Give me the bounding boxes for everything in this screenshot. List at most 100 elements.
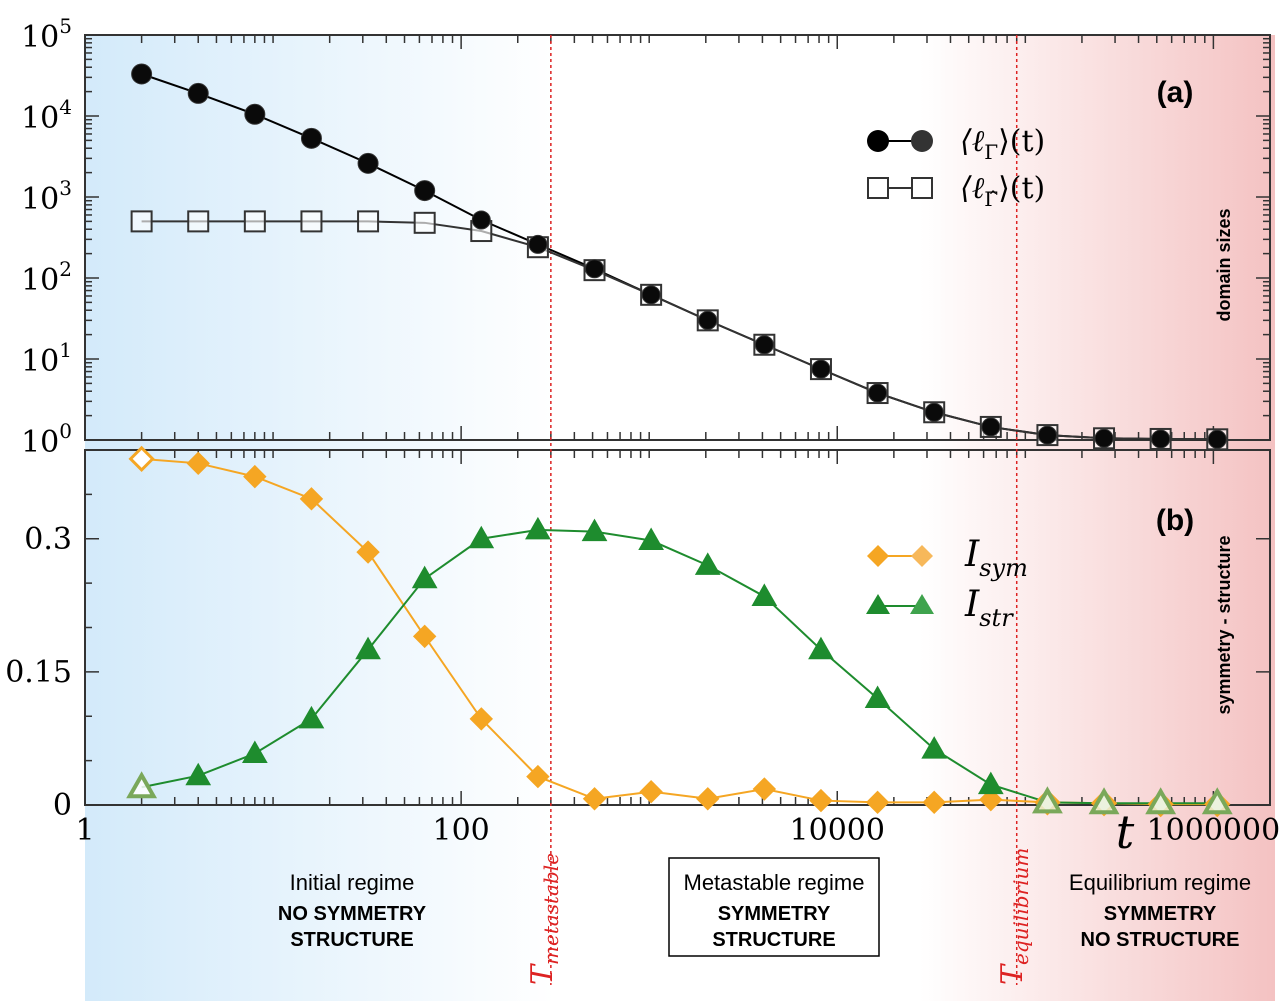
legend-marker-istr-a bbox=[866, 594, 890, 614]
data-point-circle bbox=[1037, 425, 1057, 445]
equilibrium-regime-background bbox=[920, 35, 1275, 1001]
data-point-circle bbox=[187, 82, 209, 104]
data-point-square bbox=[130, 210, 153, 233]
regime-metastable-line2: STRUCTURE bbox=[712, 929, 835, 951]
data-point-circle bbox=[1151, 429, 1171, 449]
panel-a-ytick-labels: 100 101 102 103 104 105 bbox=[21, 14, 72, 460]
panel-b-xtick-label: 10000 bbox=[790, 813, 885, 848]
data-point-circle bbox=[131, 63, 153, 85]
data-point-diamond bbox=[412, 624, 437, 649]
regime-initial-title: Initial regime bbox=[290, 870, 415, 895]
data-point-diamond bbox=[243, 464, 267, 489]
data-point-triangle bbox=[241, 740, 268, 764]
legend-label-isym: Isym bbox=[964, 534, 1028, 582]
data-point-circle bbox=[471, 210, 491, 230]
panel-a-ytick-label: 100 bbox=[21, 419, 72, 460]
legend-panel-b: Isym Istr bbox=[866, 534, 1028, 632]
panel-a-label: (a) bbox=[1157, 76, 1194, 109]
series-markers-layer bbox=[126, 63, 1233, 818]
regime-metastable-box bbox=[668, 857, 880, 957]
data-point-diamond bbox=[639, 779, 663, 804]
panel-b-xtick-label: 1 bbox=[75, 813, 94, 848]
data-point-diamond bbox=[922, 790, 946, 815]
data-point-triangle bbox=[355, 636, 381, 660]
data-point-triangle bbox=[751, 583, 778, 606]
panel-b-xtick-label: 100 bbox=[432, 813, 489, 848]
legend-label-istr: Istr bbox=[964, 584, 1014, 632]
data-point-circle bbox=[868, 383, 888, 403]
data-point-circle bbox=[357, 152, 379, 174]
data-point-circle bbox=[300, 127, 322, 149]
data-point-circle bbox=[528, 234, 548, 254]
data-point-square bbox=[413, 211, 436, 234]
data-point-circle bbox=[244, 103, 266, 125]
regime-equilibrium: Equilibrium regime SYMMETRY NO STRUCTURE bbox=[1069, 870, 1251, 951]
data-point-square bbox=[300, 210, 323, 233]
data-point-diamond bbox=[128, 445, 155, 472]
threshold-label-equilibrium: Tequilibrium bbox=[995, 848, 1033, 985]
data-point-triangle bbox=[525, 516, 551, 540]
data-point-triangle bbox=[1145, 787, 1177, 815]
x-axis-label: t bbox=[1116, 805, 1135, 859]
regime-metastable-title: Metastable regime bbox=[684, 870, 865, 895]
data-point-diamond bbox=[696, 787, 720, 811]
data-point-circle bbox=[811, 359, 831, 379]
data-point-triangle bbox=[694, 552, 721, 575]
regime-initial: Initial regime NO SYMMETRY STRUCTURE bbox=[278, 870, 427, 951]
data-point-square bbox=[187, 210, 210, 233]
data-point-circle bbox=[641, 285, 661, 305]
legend-marker-series-2-a bbox=[867, 177, 889, 199]
data-point-diamond bbox=[865, 790, 890, 815]
data-point-diamond bbox=[979, 787, 1003, 812]
initial-regime-background bbox=[85, 35, 555, 1001]
data-point-diamond bbox=[299, 487, 324, 511]
regime-initial-line2: STRUCTURE bbox=[290, 929, 413, 951]
threshold-layer bbox=[550, 35, 1018, 985]
data-point-triangle bbox=[977, 771, 1004, 795]
panel-b-ytick-labels: 0 0.15 0.3 bbox=[5, 522, 72, 823]
legend-marker-isym-a bbox=[867, 545, 889, 567]
legend-marker-istr-b bbox=[910, 594, 934, 614]
data-point-circle bbox=[754, 335, 774, 355]
regime-equilibrium-line1: SYMMETRY bbox=[1104, 903, 1217, 925]
data-point-triangle bbox=[1088, 787, 1120, 815]
panel-a-ytick-label: 101 bbox=[21, 338, 72, 379]
regime-equilibrium-title: Equilibrium regime bbox=[1069, 870, 1251, 895]
data-point-diamond bbox=[809, 788, 833, 813]
regime-initial-line1: NO SYMMETRY bbox=[278, 903, 427, 925]
legend-label-series-1: ⟨ℓΓ⟩(t) bbox=[960, 124, 1045, 164]
data-point-diamond bbox=[186, 451, 210, 476]
data-point-triangle bbox=[185, 762, 212, 786]
data-point-triangle bbox=[298, 705, 325, 729]
data-point-triangle bbox=[1031, 786, 1063, 814]
panel-b-ytick-label: 0 bbox=[53, 788, 72, 823]
data-point-square bbox=[243, 210, 266, 233]
data-point-diamond bbox=[582, 787, 607, 811]
legend-marker-series-1-a bbox=[867, 130, 889, 152]
data-point-circle bbox=[924, 402, 944, 422]
data-point-square bbox=[357, 210, 380, 233]
data-point-diamond bbox=[752, 777, 777, 801]
regime-metastable-line1: SYMMETRY bbox=[718, 903, 831, 925]
panel-b-ytick-label: 0.15 bbox=[5, 655, 72, 690]
regime-metastable: Metastable regime SYMMETRY STRUCTURE bbox=[668, 857, 880, 957]
data-point-triangle bbox=[864, 685, 891, 708]
legend-panel-a: ⟨ℓΓ⟩(t) ⟨ℓΓ̂⟩(t) bbox=[867, 124, 1045, 211]
legend-marker-series-2-b bbox=[911, 177, 933, 199]
panel-b-ytick-label: 0.3 bbox=[24, 522, 72, 557]
panel-a-ytick-label: 102 bbox=[21, 257, 72, 298]
data-point-diamond bbox=[356, 540, 380, 564]
data-point-diamond bbox=[526, 764, 550, 789]
data-point-triangle bbox=[1201, 787, 1233, 815]
regime-equilibrium-line2: NO STRUCTURE bbox=[1081, 929, 1240, 951]
data-point-circle bbox=[585, 259, 605, 279]
data-point-triangle bbox=[581, 518, 608, 542]
panel-b-label: (b) bbox=[1156, 504, 1194, 537]
legend-marker-isym-b bbox=[911, 545, 933, 567]
data-point-circle bbox=[698, 310, 718, 330]
data-point-circle bbox=[1094, 428, 1114, 448]
panel-b-xtick-label: 1000000 bbox=[1147, 813, 1280, 848]
panel-a-ylabel: domain sizes bbox=[1214, 208, 1234, 321]
panel-b-ylabel: symmetry - structure bbox=[1214, 535, 1234, 714]
